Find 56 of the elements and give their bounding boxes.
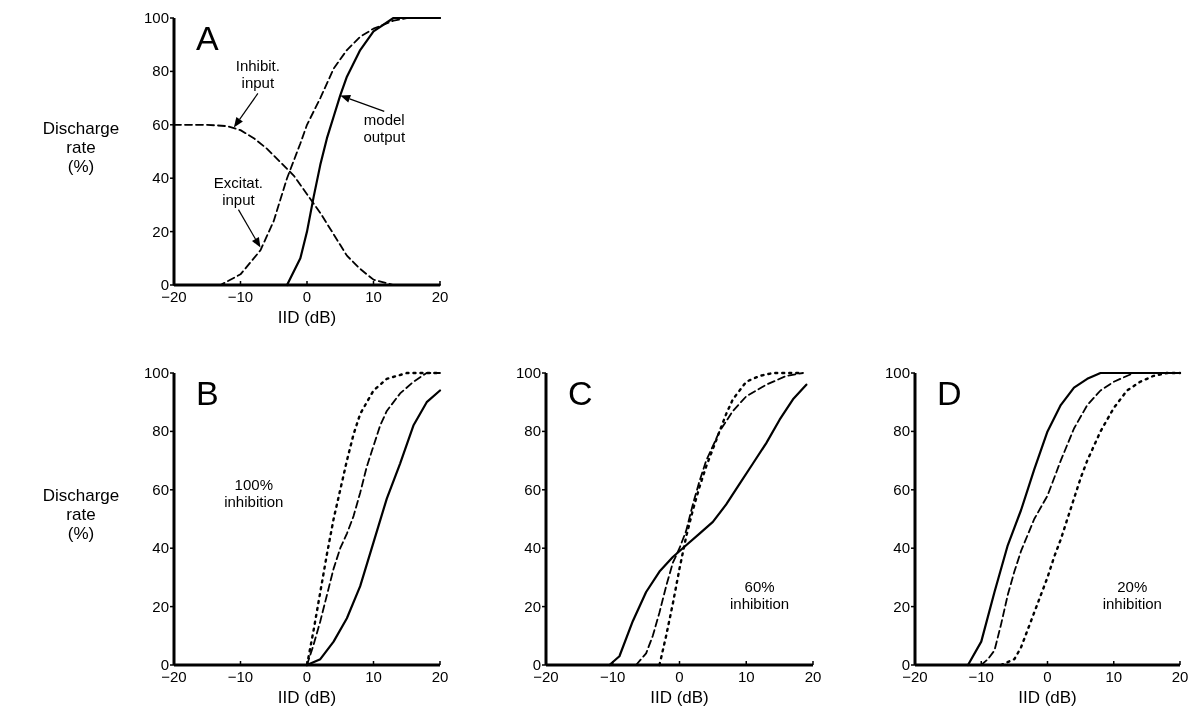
y-tick-label: 20 [152, 222, 169, 240]
x-tick-label: 0 [675, 668, 684, 685]
y-tick-label: 20 [893, 597, 910, 615]
x-tick-label: −10 [968, 668, 994, 685]
x-tick-label: 20 [431, 668, 449, 685]
y-tick-label: 60 [152, 480, 169, 498]
x-tick-label: 0 [302, 668, 312, 685]
x-tick-label: 10 [737, 668, 755, 685]
y-tick-label: 100 [143, 364, 169, 381]
x-axis-title: IID (dB) [650, 688, 709, 707]
y-tick-label: 40 [524, 539, 541, 557]
annotation: Excitat. input [213, 173, 264, 208]
y-tick-label: 0 [160, 276, 169, 293]
y-tick-label: 100 [143, 9, 169, 26]
y-tick-label: 0 [901, 656, 910, 673]
x-axis-title: IID (dB) [1018, 688, 1077, 707]
annotation: model output [363, 111, 406, 146]
x-tick-label: 20 [1171, 668, 1189, 685]
y-tick-label: 20 [524, 597, 541, 615]
x-tick-label: −10 [227, 668, 254, 685]
x-tick-label: 0 [1043, 668, 1052, 685]
x-tick-label: 10 [365, 668, 382, 685]
chart-title: B [196, 374, 219, 412]
y-tick-label: 80 [152, 422, 169, 440]
x-tick-label: 10 [365, 288, 382, 305]
chart-title: D [937, 374, 962, 412]
y-tick-label: 100 [884, 364, 910, 381]
y-axis-title: Discharge rate (%) [42, 486, 120, 543]
y-tick-label: 0 [532, 656, 541, 673]
x-tick-label: −10 [227, 288, 254, 305]
x-axis-title: IID (dB) [277, 688, 337, 707]
y-tick-label: 60 [893, 480, 910, 498]
x-axis-title: IID (dB) [277, 308, 337, 327]
y-tick-label: 0 [160, 656, 169, 673]
y-tick-label: 40 [893, 539, 910, 557]
chart-title: C [568, 374, 593, 412]
x-tick-label: −10 [600, 668, 626, 685]
y-tick-label: 40 [152, 539, 169, 557]
y-tick-label: 60 [152, 115, 169, 133]
annotation: 100% inhibition [224, 475, 284, 510]
annotation: 20% inhibition [1102, 578, 1162, 612]
x-tick-label: 20 [431, 288, 449, 305]
y-tick-label: 80 [524, 422, 541, 440]
y-tick-label: 40 [152, 169, 169, 187]
y-tick-label: 80 [152, 62, 169, 80]
annotation: Inhibit. input [235, 57, 280, 92]
y-axis-title: Discharge rate (%) [42, 118, 120, 176]
x-tick-label: 20 [804, 668, 822, 685]
y-tick-label: 100 [515, 364, 541, 381]
x-tick-label: 0 [302, 288, 312, 305]
x-tick-label: 10 [1105, 668, 1123, 685]
y-tick-label: 60 [524, 480, 541, 498]
annotation: 60% inhibition [729, 578, 790, 612]
y-tick-label: 20 [152, 597, 169, 615]
y-tick-label: 80 [893, 422, 910, 440]
chart-title: A [196, 19, 219, 57]
